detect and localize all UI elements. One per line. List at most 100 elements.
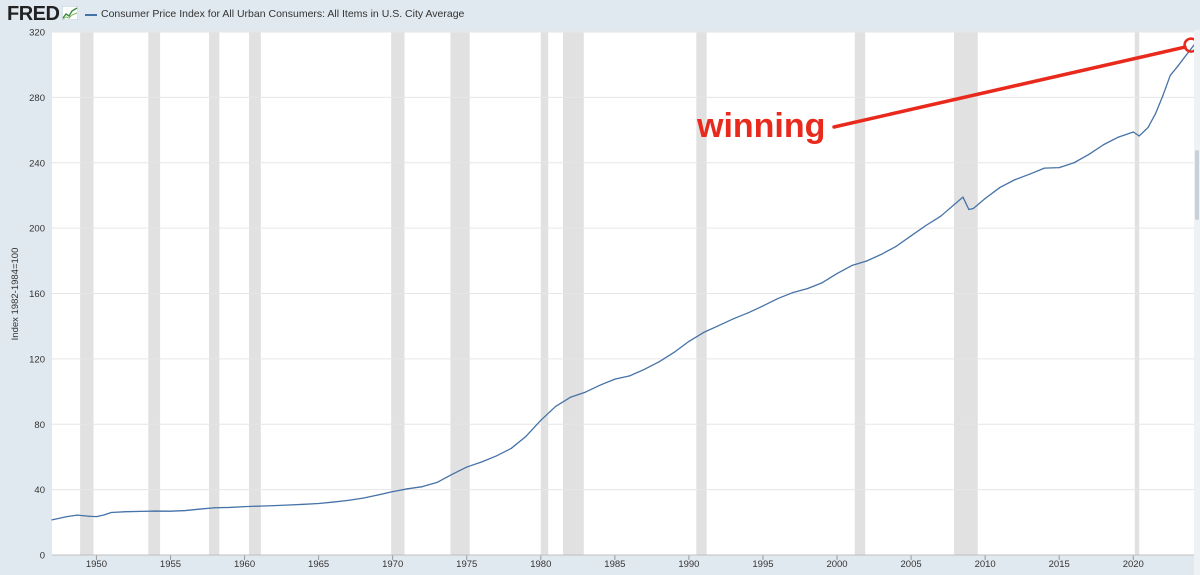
data-point [540,419,542,421]
data-point [1058,167,1060,169]
data-point [436,481,438,484]
data-point [169,510,172,512]
x-tick-label: 1960 [234,559,255,570]
data-point [1103,144,1105,146]
data-point [66,515,68,518]
data-point [362,497,364,499]
data-point [866,260,868,262]
data-point [972,207,974,210]
data-point [303,503,305,505]
x-tick-label: 2000 [826,559,847,570]
x-tick-label: 1985 [604,559,625,570]
data-point [584,391,586,393]
x-tick-label: 1965 [308,559,329,570]
data-point [318,502,320,505]
data-point [821,282,823,284]
data-point [895,245,897,247]
data-point [510,447,512,450]
data-point [214,507,216,509]
data-point [88,515,90,517]
x-tick-label: 1975 [456,559,477,570]
data-point [791,292,794,294]
data-point [110,511,112,514]
data-point [347,499,349,502]
data-point [1132,131,1134,133]
data-point [1073,162,1075,164]
x-tick-label: 1995 [752,559,773,570]
data-point [880,253,883,255]
data-point [377,494,379,496]
y-axis-label: Index 1982-1984=100 [10,248,21,341]
y-tick-label: 0 [40,551,45,562]
data-point [658,361,660,363]
series-group [51,44,1195,521]
data-point [806,287,809,290]
data-point [777,297,779,300]
chart-header: FRED Consumer Price Index for All Urban … [0,0,1200,30]
data-point [643,368,646,370]
scrollbar-thumb[interactable] [1195,150,1199,220]
data-point [940,215,942,217]
y-tick-label: 240 [29,158,45,169]
x-tick-label: 2020 [1123,559,1144,570]
data-point [466,466,468,468]
annotation-arrow [832,45,1187,129]
x-tick-label: 1955 [160,559,181,570]
data-point [229,506,231,509]
y-tick-label: 80 [34,420,45,431]
x-tick-label: 2005 [901,559,922,570]
y-tick-label: 160 [29,289,45,300]
x-tick-labels: 1950 1955 1960 1965 1970 1975 1980 1985 1990 1995… [52,554,1194,570]
data-point [1162,94,1164,97]
data-point [762,305,764,307]
data-point [1138,135,1140,137]
data-point [968,208,970,211]
data-point [688,340,690,342]
data-point [962,196,964,198]
data-point [599,384,601,386]
data-point [103,514,105,516]
x-tick-label: 2010 [975,559,996,570]
data-point [1154,113,1157,115]
data-point [614,378,616,380]
annotation-text: winning [696,107,825,145]
y-tick-label: 280 [29,93,45,104]
data-point [495,455,497,457]
data-point [717,325,720,327]
data-point [125,511,127,513]
scrollbar[interactable] [1194,30,1200,575]
data-point [1117,136,1120,138]
data-point [525,435,527,437]
data-point [629,375,631,377]
x-tick-label: 2015 [1049,559,1070,570]
data-point [747,312,749,314]
data-point [555,405,557,408]
data-point [332,501,335,503]
data-point [910,235,912,237]
data-point [451,473,453,476]
data-point [1043,167,1045,169]
data-point [1014,179,1016,181]
y-tick-label: 320 [29,28,45,39]
x-tick-label: 1990 [678,559,699,570]
fred-logo[interactable]: FRED [7,3,60,25]
data-point [480,461,483,463]
data-point [1184,55,1186,58]
data-point [95,515,98,518]
data-point [999,186,1001,189]
data-point [199,508,201,510]
data-point [1028,173,1031,175]
data-point [140,510,142,512]
data-point [851,264,853,267]
data-point [1169,74,1171,76]
data-point [836,272,838,275]
data-point [243,506,246,508]
data-point [288,504,290,506]
legend-label: Consumer Price Index for All Urban Consu… [101,8,465,20]
data-point [984,197,986,200]
data-point [1147,126,1149,129]
data-point [421,486,423,488]
data-point [1088,153,1090,156]
y-tick-label: 40 [34,485,45,496]
